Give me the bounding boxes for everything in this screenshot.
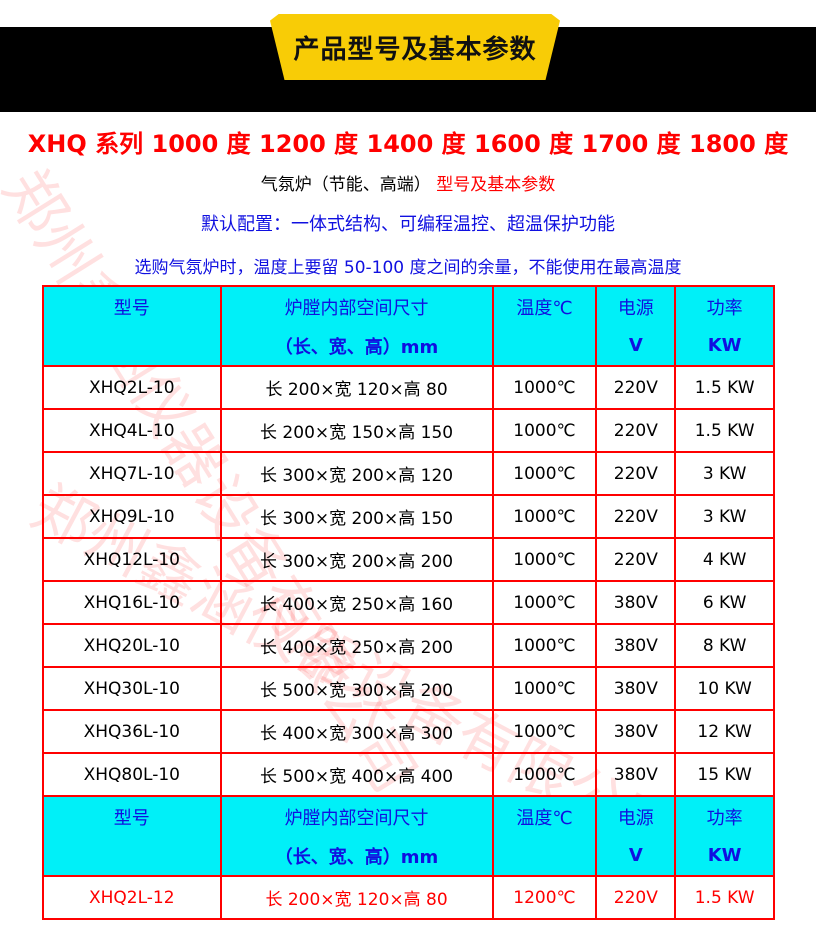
subtitle-params: 型号及基本参数 <box>436 175 556 195</box>
header-power-source: 电源 <box>595 795 677 836</box>
cell-chamber-size: 长 500×宽 300×高 200 <box>219 666 494 711</box>
cell-power: 1.5 KW <box>674 365 775 410</box>
series-line: XHQ 系列 1000 度 1200 度 1400 度 1600 度 1700 … <box>27 130 789 158</box>
header-power-unit: KW <box>674 326 775 367</box>
cell-voltage: 220V <box>595 365 677 410</box>
cell-model: XHQ16L-10 <box>42 580 222 625</box>
cell-model: XHQ2L-10 <box>42 365 222 410</box>
cell-temperature: 1000℃ <box>491 580 598 625</box>
table-row: XHQ80L-10 长 500×宽 400×高 400 1000℃ 380V 15 KW <box>42 752 775 797</box>
cell-power: 3 KW <box>674 494 775 539</box>
cell-model: XHQ30L-10 <box>42 666 222 711</box>
cell-model: XHQ4L-10 <box>42 408 222 453</box>
cell-temperature: 1000℃ <box>491 709 598 754</box>
cell-voltage: 380V <box>595 623 677 668</box>
table-row: XHQ16L-10 长 400×宽 250×高 160 1000℃ 380V 6 KW <box>42 580 775 625</box>
table-header-row: 型号 炉膛内部空间尺寸 温度℃ 电源 功率 <box>42 795 775 836</box>
header-power-source: 电源 <box>595 285 677 326</box>
header-chamber: 炉膛内部空间尺寸 <box>219 795 494 836</box>
cell-temperature: 1000℃ <box>491 752 598 797</box>
spec-table: 型号 炉膛内部空间尺寸 温度℃ 电源 功率 （长、宽、高）mm V KW XHQ2… <box>42 285 775 920</box>
cell-power: 6 KW <box>674 580 775 625</box>
cell-temperature: 1000℃ <box>491 494 598 539</box>
table-row: XHQ2L-10 长 200×宽 120×高 80 1000℃ 220V 1.5 KW <box>42 365 775 410</box>
cell-model: XHQ20L-10 <box>42 623 222 668</box>
cell-temperature: 1000℃ <box>491 666 598 711</box>
cell-voltage: 380V <box>595 580 677 625</box>
cell-power: 3 KW <box>674 451 775 496</box>
table-row: XHQ7L-10 长 300×宽 200×高 120 1000℃ 220V 3 KW <box>42 451 775 496</box>
cell-voltage: 220V <box>595 875 677 920</box>
cell-chamber-size: 长 300×宽 200×高 200 <box>219 537 494 582</box>
header-temp: 温度℃ <box>491 795 598 836</box>
cell-chamber-size: 长 300×宽 200×高 150 <box>219 494 494 539</box>
header-temp-blank <box>491 836 598 877</box>
subtitle-product: 气氛炉（节能、高端） <box>260 175 431 195</box>
header-chamber-unit: （长、宽、高）mm <box>219 326 494 367</box>
cell-temperature: 1000℃ <box>491 623 598 668</box>
cell-model: XHQ7L-10 <box>42 451 222 496</box>
cell-power: 8 KW <box>674 623 775 668</box>
header-power-source-unit: V <box>595 836 677 877</box>
cell-temperature: 1000℃ <box>491 451 598 496</box>
cell-chamber-size: 长 400×宽 300×高 300 <box>219 709 494 754</box>
table-header-unit-row: （长、宽、高）mm V KW <box>42 326 775 367</box>
header-chamber: 炉膛内部空间尺寸 <box>219 285 494 326</box>
header-model-blank <box>42 326 222 367</box>
cell-voltage: 380V <box>595 752 677 797</box>
cell-model: XHQ12L-10 <box>42 537 222 582</box>
subtitle: 气氛炉（节能、高端） 型号及基本参数 <box>0 170 816 195</box>
table-row: XHQ20L-10 长 400×宽 250×高 200 1000℃ 380V 8 KW <box>42 623 775 668</box>
purchase-note: 选购气氛炉时，温度上要留 50-100 度之间的余量，不能使用在最高温度 <box>134 258 682 278</box>
cell-temperature: 1000℃ <box>491 537 598 582</box>
cell-chamber-size: 长 300×宽 200×高 120 <box>219 451 494 496</box>
table-row: XHQ12L-10 长 300×宽 200×高 200 1000℃ 220V 4 KW <box>42 537 775 582</box>
table-row: XHQ2L-12 长 200×宽 120×高 80 1200℃ 220V 1.5 KW <box>42 875 775 920</box>
header-model: 型号 <box>42 285 222 326</box>
table-header-row: 型号 炉膛内部空间尺寸 温度℃ 电源 功率 <box>42 285 775 326</box>
cell-voltage: 220V <box>595 408 677 453</box>
cell-chamber-size: 长 200×宽 120×高 80 <box>219 365 494 410</box>
cell-voltage: 380V <box>595 709 677 754</box>
cell-power: 1.5 KW <box>674 408 775 453</box>
cell-voltage: 380V <box>595 666 677 711</box>
cell-voltage: 220V <box>595 494 677 539</box>
cell-temperature: 1000℃ <box>491 365 598 410</box>
table-row: XHQ9L-10 长 300×宽 200×高 150 1000℃ 220V 3 KW <box>42 494 775 539</box>
cell-power: 10 KW <box>674 666 775 711</box>
cell-temperature: 1200℃ <box>491 875 598 920</box>
cell-voltage: 220V <box>595 537 677 582</box>
table-row: XHQ4L-10 长 200×宽 150×高 150 1000℃ 220V 1.5 KW <box>42 408 775 453</box>
header-power-source-unit: V <box>595 326 677 367</box>
header-model-blank <box>42 836 222 877</box>
cell-model: XHQ80L-10 <box>42 752 222 797</box>
table-row: XHQ36L-10 长 400×宽 300×高 300 1000℃ 380V 12 KW <box>42 709 775 754</box>
header-temp: 温度℃ <box>491 285 598 326</box>
cell-chamber-size: 长 400×宽 250×高 200 <box>219 623 494 668</box>
table-row: XHQ30L-10 长 500×宽 300×高 200 1000℃ 380V 10 KW <box>42 666 775 711</box>
cell-model: XHQ9L-10 <box>42 494 222 539</box>
banner-title: 产品型号及基本参数 <box>293 34 537 65</box>
header-chamber-unit: （长、宽、高）mm <box>219 836 494 877</box>
header-power: 功率 <box>674 795 775 836</box>
cell-chamber-size: 长 500×宽 400×高 400 <box>219 752 494 797</box>
title-banner: 产品型号及基本参数 <box>270 14 560 80</box>
cell-power: 4 KW <box>674 537 775 582</box>
header-model: 型号 <box>42 795 222 836</box>
default-config: 默认配置：一体式结构、可编程温控、超温保护功能 <box>201 214 615 235</box>
cell-chamber-size: 长 200×宽 120×高 80 <box>219 875 494 920</box>
cell-power: 12 KW <box>674 709 775 754</box>
cell-power: 15 KW <box>674 752 775 797</box>
cell-model: XHQ36L-10 <box>42 709 222 754</box>
cell-chamber-size: 长 200×宽 150×高 150 <box>219 408 494 453</box>
cell-temperature: 1000℃ <box>491 408 598 453</box>
cell-power: 1.5 KW <box>674 875 775 920</box>
header-power-unit: KW <box>674 836 775 877</box>
header-power: 功率 <box>674 285 775 326</box>
header-temp-blank <box>491 326 598 367</box>
cell-chamber-size: 长 400×宽 250×高 160 <box>219 580 494 625</box>
table-header-unit-row: （长、宽、高）mm V KW <box>42 836 775 877</box>
cell-voltage: 220V <box>595 451 677 496</box>
cell-model: XHQ2L-12 <box>42 875 222 920</box>
